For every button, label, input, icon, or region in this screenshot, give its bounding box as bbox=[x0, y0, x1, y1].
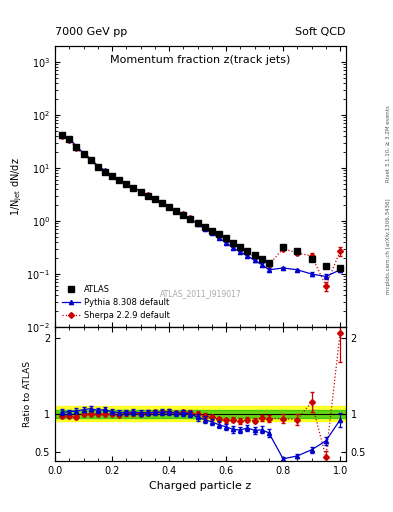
Text: Soft QCD: Soft QCD bbox=[296, 27, 346, 37]
Text: ATLAS_2011_I919017: ATLAS_2011_I919017 bbox=[160, 289, 241, 298]
Legend: ATLAS, Pythia 8.308 default, Sherpa 2.2.9 default: ATLAS, Pythia 8.308 default, Sherpa 2.2.… bbox=[59, 283, 173, 323]
Bar bbox=[55, 407, 346, 421]
Text: Momentum fraction z(track jets): Momentum fraction z(track jets) bbox=[110, 54, 290, 65]
Y-axis label: 1/N$_{\rm jet}$ dN/dz: 1/N$_{\rm jet}$ dN/dz bbox=[9, 157, 24, 216]
Text: 7000 GeV pp: 7000 GeV pp bbox=[55, 27, 127, 37]
Text: mcplots.cern.ch [arXiv:1306.3436]: mcplots.cern.ch [arXiv:1306.3436] bbox=[386, 198, 391, 293]
Y-axis label: Ratio to ATLAS: Ratio to ATLAS bbox=[23, 361, 32, 427]
Text: Rivet 3.1.10, ≥ 3.2M events: Rivet 3.1.10, ≥ 3.2M events bbox=[386, 105, 391, 182]
X-axis label: Charged particle z: Charged particle z bbox=[149, 481, 252, 491]
Bar bbox=[55, 410, 346, 418]
